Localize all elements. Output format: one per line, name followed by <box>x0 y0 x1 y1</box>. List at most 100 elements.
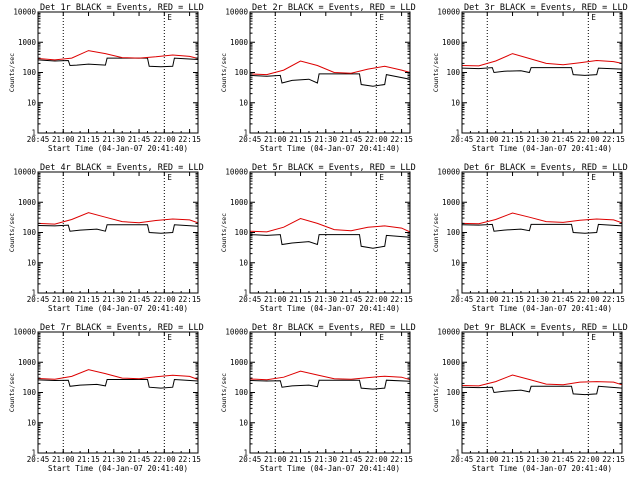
x-tick-label: 21:00 <box>476 135 499 144</box>
y-tick-label: 10 <box>451 98 461 107</box>
x-tick-label: 21:00 <box>264 455 287 464</box>
y-tick-label: 10 <box>239 418 249 427</box>
y-tick-label: 10000 <box>225 168 248 177</box>
x-tick-label: 22:15 <box>178 135 201 144</box>
panel-title: Det 7r BLACK = Events, RED = LLD <box>40 323 204 333</box>
y-axis-label: Counts/sec <box>220 213 228 252</box>
x-tick-label: 21:45 <box>128 455 151 464</box>
panel-title: Det 6r BLACK = Events, RED = LLD <box>464 163 628 173</box>
x-axis-label: Start Time (04-Jan-07 20:41:40) <box>260 144 400 153</box>
x-axis-label: Start Time (04-Jan-07 20:41:40) <box>260 464 400 473</box>
y-tick-label: 100 <box>234 68 248 77</box>
event-marker-label: E <box>379 13 384 22</box>
y-tick-label: 100 <box>22 68 36 77</box>
x-axis-label: Start Time (04-Jan-07 20:41:40) <box>48 464 188 473</box>
x-tick-label: 20:45 <box>239 295 262 304</box>
x-tick-label: 22:00 <box>153 455 176 464</box>
x-tick-label: 20:45 <box>451 135 474 144</box>
x-tick-label: 22:15 <box>602 455 625 464</box>
x-tick-label: 21:30 <box>315 295 338 304</box>
series-line-lld <box>249 217 411 233</box>
x-tick-label: 20:45 <box>27 295 50 304</box>
x-axis-label: Start Time (04-Jan-07 20:41:40) <box>48 144 188 153</box>
series-line-events <box>37 57 199 68</box>
y-tick-label: 1000 <box>18 358 37 367</box>
x-tick-label: 21:15 <box>77 295 100 304</box>
x-axis-label: Start Time (04-Jan-07 20:41:40) <box>472 304 612 313</box>
x-tick-label: 21:00 <box>264 295 287 304</box>
x-tick-label: 21:30 <box>527 135 550 144</box>
y-tick-label: 1000 <box>230 358 249 367</box>
x-tick-label: 20:45 <box>451 455 474 464</box>
x-tick-label: 21:45 <box>340 295 363 304</box>
series-line-events <box>461 67 623 76</box>
y-tick-label: 1000 <box>18 38 37 47</box>
x-tick-label: 21:00 <box>476 455 499 464</box>
series-line-lld <box>461 374 623 387</box>
x-tick-label: 22:00 <box>577 135 600 144</box>
y-tick-label: 10 <box>239 98 249 107</box>
y-tick-label: 10000 <box>13 168 36 177</box>
series-line-lld <box>249 60 411 76</box>
event-marker-label: E <box>379 333 384 342</box>
y-tick-label: 1 <box>31 289 36 298</box>
panel-title: Det 3r BLACK = Events, RED = LLD <box>464 3 628 13</box>
y-tick-label: 1000 <box>230 38 249 47</box>
x-tick-label: 21:00 <box>52 295 75 304</box>
x-tick-label: 21:15 <box>289 295 312 304</box>
x-axis-label: Start Time (04-Jan-07 20:41:40) <box>472 144 612 153</box>
x-tick-label: 21:00 <box>52 455 75 464</box>
x-tick-label: 22:15 <box>602 295 625 304</box>
x-tick-label: 21:15 <box>77 135 100 144</box>
event-marker-label: E <box>167 13 172 22</box>
panel-title: Det 2r BLACK = Events, RED = LLD <box>252 3 416 13</box>
panel-title: Det 9r BLACK = Events, RED = LLD <box>464 323 628 333</box>
y-tick-label: 1000 <box>18 198 37 207</box>
y-axis-label: Counts/sec <box>432 53 440 92</box>
panel-title: Det 1r BLACK = Events, RED = LLD <box>40 3 204 13</box>
plot-frame <box>37 171 199 294</box>
series-line-events <box>37 224 199 234</box>
x-tick-label: 21:30 <box>103 135 126 144</box>
series-line-events <box>249 73 411 87</box>
x-tick-label: 21:15 <box>501 135 524 144</box>
y-tick-label: 10000 <box>225 8 248 17</box>
event-marker-label: E <box>591 173 596 182</box>
series-line-lld <box>37 50 199 61</box>
x-tick-label: 21:30 <box>103 455 126 464</box>
panel-title: Det 5r BLACK = Events, RED = LLD <box>252 163 416 173</box>
x-tick-label: 21:00 <box>476 295 499 304</box>
x-tick-label: 20:45 <box>27 135 50 144</box>
x-axis-label: Start Time (04-Jan-07 20:41:40) <box>260 304 400 313</box>
event-marker-label: E <box>591 13 596 22</box>
y-tick-label: 10000 <box>13 328 36 337</box>
y-tick-label: 1000 <box>442 38 461 47</box>
y-axis-label: Counts/sec <box>8 213 16 252</box>
x-tick-label: 21:45 <box>552 455 575 464</box>
x-tick-label: 22:15 <box>178 455 201 464</box>
x-tick-label: 21:15 <box>77 455 100 464</box>
x-tick-label: 22:00 <box>153 295 176 304</box>
x-tick-label: 22:15 <box>390 135 413 144</box>
y-tick-label: 10 <box>27 98 37 107</box>
y-tick-label: 1 <box>243 129 248 138</box>
event-marker-label: E <box>591 333 596 342</box>
x-tick-label: 22:00 <box>153 135 176 144</box>
x-tick-label: 21:15 <box>501 295 524 304</box>
y-tick-label: 100 <box>234 388 248 397</box>
y-axis-label: Counts/sec <box>432 213 440 252</box>
y-tick-label: 10 <box>27 258 37 267</box>
series-line-lld <box>249 370 411 381</box>
x-tick-label: 20:45 <box>27 455 50 464</box>
x-tick-label: 21:30 <box>527 455 550 464</box>
x-tick-label: 21:30 <box>103 295 126 304</box>
y-tick-label: 10000 <box>437 8 460 17</box>
series-line-lld <box>37 369 199 380</box>
x-tick-label: 22:15 <box>390 455 413 464</box>
x-tick-label: 21:30 <box>315 455 338 464</box>
